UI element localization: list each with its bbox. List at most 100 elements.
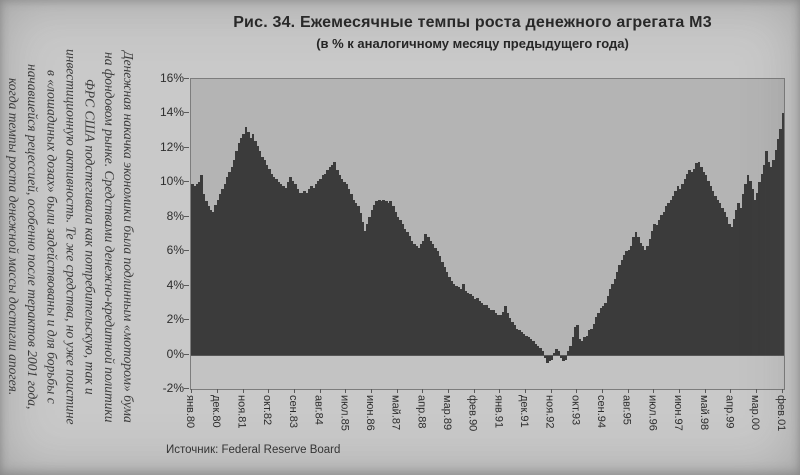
bar — [501, 311, 505, 355]
bar — [744, 184, 748, 355]
bar — [594, 316, 598, 355]
bar — [347, 189, 351, 355]
bar — [226, 177, 229, 355]
bar — [333, 161, 337, 355]
bar — [233, 159, 236, 355]
x-axis-tick — [756, 389, 758, 393]
x-axis-tick — [447, 389, 449, 393]
source-label: Источник: — [166, 444, 219, 456]
bar — [690, 172, 694, 355]
bar — [515, 328, 519, 355]
bar — [760, 173, 764, 355]
x-axis-label: июл.85 — [338, 395, 351, 431]
bar — [457, 287, 460, 355]
x-axis-label: апр.88 — [415, 395, 428, 429]
bar — [751, 189, 755, 355]
bar — [520, 332, 523, 355]
bar — [620, 259, 624, 355]
bar — [613, 278, 617, 355]
bar — [450, 280, 453, 355]
bar — [597, 313, 600, 355]
x-axis-tick — [550, 389, 552, 393]
bar — [440, 261, 444, 355]
bar — [725, 216, 729, 355]
bar — [734, 209, 738, 355]
bar — [629, 246, 633, 355]
bar — [380, 201, 383, 355]
y-axis-label: 14% — [159, 105, 184, 120]
bar — [527, 337, 530, 355]
bar — [643, 249, 647, 355]
bar — [219, 194, 222, 355]
bar — [433, 247, 437, 355]
bar — [345, 184, 348, 355]
bar — [436, 251, 439, 355]
bar — [370, 209, 374, 355]
bar — [377, 199, 381, 355]
bar — [195, 184, 199, 355]
x-axis-tick — [576, 389, 578, 393]
bar — [779, 128, 783, 355]
bar — [646, 246, 650, 355]
bar — [709, 185, 713, 355]
x-axis-label: окт.93 — [569, 395, 582, 426]
bar — [214, 204, 218, 355]
bar — [270, 173, 274, 355]
x-axis-label: июн.97 — [672, 395, 685, 431]
bar — [307, 189, 311, 355]
margin-note-text: Денежная накачка экономики была подлинны… — [6, 49, 136, 425]
bar — [622, 254, 626, 355]
x-axis-label: мар.89 — [440, 395, 453, 431]
bar — [517, 330, 521, 355]
bar — [408, 235, 411, 355]
bar — [310, 185, 313, 355]
bar — [482, 304, 486, 355]
bar — [632, 237, 636, 355]
bar — [373, 204, 376, 355]
bar — [550, 354, 554, 360]
bar — [671, 196, 675, 355]
zero-axis-line — [191, 354, 784, 356]
bar — [772, 159, 776, 355]
y-axis-label: 10% — [159, 174, 184, 189]
bar — [454, 285, 458, 355]
bar — [286, 182, 290, 355]
bar — [606, 296, 610, 355]
bar — [615, 271, 619, 355]
x-axis-label: дек.80 — [209, 395, 222, 428]
bar — [284, 187, 288, 355]
bar — [200, 175, 204, 355]
bar — [321, 175, 325, 355]
bar — [496, 314, 500, 355]
bar — [207, 206, 211, 355]
x-axis-label: янв.80 — [184, 395, 197, 429]
bar — [692, 168, 696, 355]
bar — [401, 223, 404, 355]
bar — [209, 209, 213, 355]
bar — [587, 330, 591, 355]
source-value: Federal Reserve Board — [221, 444, 341, 456]
bar — [559, 354, 563, 358]
bar — [312, 187, 316, 355]
bar — [326, 170, 330, 355]
figure-header: Рис. 34. Ежемесячные темпы роста денежно… — [150, 14, 795, 51]
x-axis-tick — [704, 389, 706, 393]
bar — [352, 199, 355, 355]
bar — [314, 184, 318, 355]
bar — [398, 220, 402, 355]
bar — [730, 227, 734, 355]
bar — [382, 199, 386, 355]
bar — [704, 175, 708, 355]
bar — [473, 299, 477, 355]
bar — [767, 161, 771, 355]
bar — [576, 325, 579, 355]
y-axis-tick — [184, 319, 189, 321]
bar — [741, 194, 745, 355]
bar — [198, 182, 201, 355]
x-axis-tick — [422, 389, 424, 393]
bar — [405, 232, 409, 355]
bar — [384, 201, 388, 355]
bar — [305, 192, 309, 355]
bar — [664, 206, 668, 355]
bar — [289, 177, 292, 355]
